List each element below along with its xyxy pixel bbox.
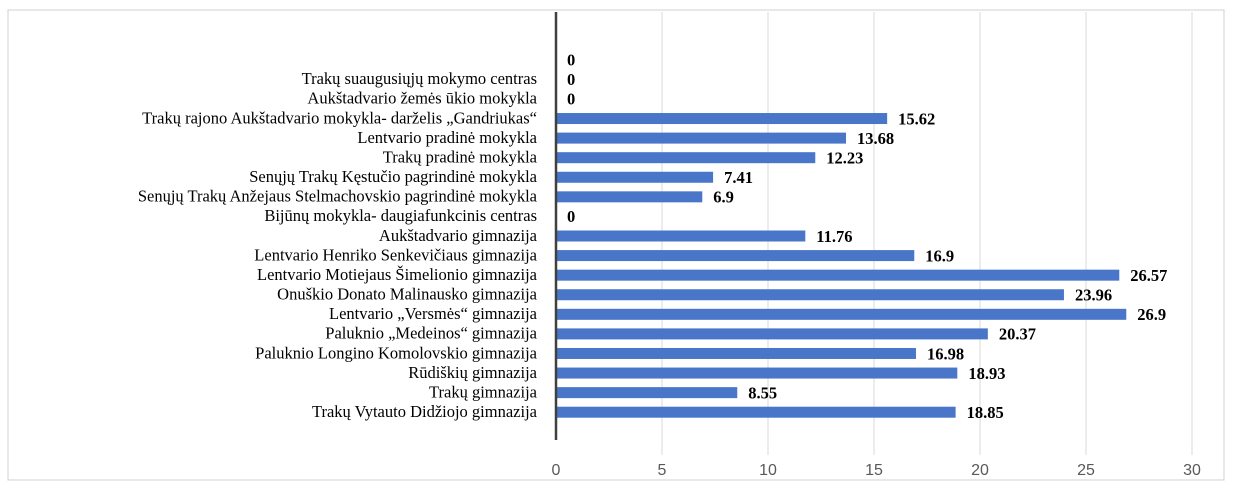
data-label: 6.9 [713, 188, 734, 207]
data-label: 26.9 [1137, 305, 1166, 324]
y-tick-label: Senųjų Trakų Kęstučio pagrindinė mokykla [249, 167, 537, 186]
y-tick-label: Aukštadvario gimnazija [379, 226, 538, 245]
bar [556, 289, 1064, 301]
data-label: 12.23 [826, 148, 863, 167]
y-tick-label: Paluknio Longino Komolovskio gimnazija [255, 343, 538, 362]
y-tick-label: Trakų gimnazija [429, 382, 538, 401]
bar [556, 308, 1127, 320]
x-tick-label: 30 [1183, 462, 1201, 479]
x-tick-label: 5 [658, 462, 667, 479]
data-label: 20.37 [999, 325, 1036, 344]
data-label: 8.55 [748, 383, 777, 402]
y-tick-label: Lentvario „Versmės“ gimnazija [329, 304, 538, 323]
y-tick-label: Trakų suaugusiųjų mokymo centras [302, 69, 537, 88]
y-tick-label: Rūdiškių gimnazija [408, 363, 537, 382]
y-tick-label: Senųjų Trakų Anžejaus Stelmachovskio pag… [138, 187, 538, 206]
bar [556, 269, 1120, 281]
data-label: 0 [567, 90, 575, 109]
data-label: 16.9 [925, 246, 954, 265]
y-tick-label: Trakų rajono Aukštadvario mokykla- darže… [142, 108, 537, 127]
data-label: 0 [567, 207, 575, 226]
data-label: 18.85 [967, 403, 1004, 422]
x-tick-label: 15 [865, 462, 883, 479]
y-tick-label: Trakų Vytauto Didžiojo gimnazija [312, 402, 538, 421]
data-label: 0 [567, 70, 575, 89]
bar [556, 230, 806, 242]
data-label: 7.41 [724, 168, 753, 187]
x-tick-label: 25 [1077, 462, 1095, 479]
bar [556, 152, 816, 164]
x-tick-label: 10 [759, 462, 777, 479]
bar [556, 387, 738, 399]
y-tick-label: Aukštadvario žemės ūkio mokykla [307, 89, 537, 108]
y-tick-label: Onuškio Donato Malinausko gimnazija [277, 285, 538, 304]
data-label: 11.76 [816, 227, 852, 246]
bar [556, 113, 888, 125]
y-tick-label: Lentvario Henriko Senkevičiaus gimnazija [254, 245, 537, 264]
data-label: 26.57 [1130, 266, 1167, 285]
data-label: 0 [567, 51, 575, 70]
bar [556, 171, 714, 183]
x-tick-label: 20 [971, 462, 989, 479]
bar [556, 406, 956, 418]
bar [556, 328, 988, 340]
chart-border [7, 9, 1225, 481]
data-label: 13.68 [857, 129, 894, 148]
y-tick-label: Trakų pradinė mokykla [383, 147, 538, 166]
data-label: 15.62 [898, 109, 935, 128]
bar [556, 347, 916, 359]
y-tick-label: Lentvario Motiejaus Šimelionio gimnazija [257, 265, 538, 284]
bar [556, 250, 915, 262]
bar [556, 191, 703, 203]
bar [556, 367, 958, 379]
data-label: 18.93 [968, 364, 1005, 383]
data-label: 23.96 [1075, 286, 1112, 305]
y-tick-label: Lentvario pradinė mokykla [357, 128, 537, 147]
x-tick-label: 0 [552, 462, 561, 479]
y-tick-label: Bijūnų mokykla- daugiafunkcinis centras [264, 206, 537, 225]
y-tick-label: Paluknio „Medeinos“ gimnazija [325, 324, 537, 343]
data-label: 16.98 [927, 344, 964, 363]
bar [556, 132, 847, 144]
